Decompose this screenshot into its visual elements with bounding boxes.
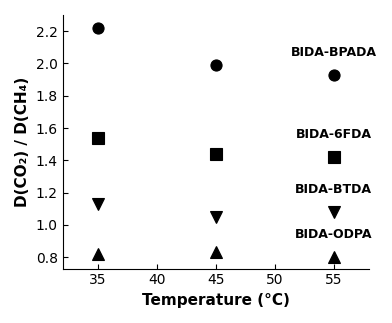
Text: BIDA-6FDA: BIDA-6FDA — [296, 128, 372, 141]
Y-axis label: D(CO₂) / D(CH₄): D(CO₂) / D(CH₄) — [15, 77, 30, 207]
Text: BIDA-BPADA: BIDA-BPADA — [291, 46, 377, 58]
Text: BIDA-BTDA: BIDA-BTDA — [295, 183, 372, 196]
X-axis label: Temperature (°C): Temperature (°C) — [142, 293, 290, 308]
Text: BIDA-ODPA: BIDA-ODPA — [295, 228, 372, 241]
